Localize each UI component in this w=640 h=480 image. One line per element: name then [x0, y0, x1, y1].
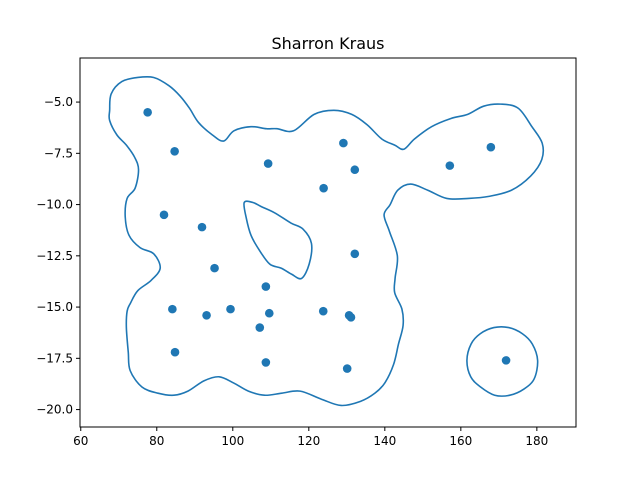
y-axis: −5.0 −7.5 −10.0 −12.5 −15.0 −17.5 −20.0	[36, 95, 80, 417]
data-point	[168, 304, 177, 314]
data-point	[350, 249, 360, 259]
y-tick-label: −15.0	[36, 300, 73, 314]
data-point	[202, 310, 211, 320]
x-tick-label: 60	[73, 434, 88, 448]
y-tick-label: −12.5	[36, 249, 73, 263]
data-point	[210, 263, 219, 273]
data-point	[339, 138, 348, 148]
data-point	[197, 222, 207, 232]
data-point	[318, 306, 328, 316]
data-point	[170, 347, 180, 357]
data-point	[264, 308, 274, 318]
x-tick-label: 120	[297, 434, 320, 448]
y-tick-label: −7.5	[44, 146, 73, 160]
density-contours	[108, 75, 545, 407]
data-point	[159, 210, 169, 220]
density-contour-2	[243, 200, 313, 280]
density-contour-3	[466, 326, 539, 397]
x-tick-label: 140	[373, 434, 396, 448]
x-tick-label: 160	[449, 434, 472, 448]
x-axis: 60 80 100 120 140 160 180	[73, 427, 548, 448]
data-point	[143, 108, 152, 117]
data-point	[255, 323, 265, 332]
x-tick-label: 100	[221, 434, 244, 448]
data-point	[319, 183, 328, 193]
plot-frame	[79, 57, 577, 428]
y-tick-label: −5.0	[44, 95, 73, 109]
data-point	[342, 364, 352, 373]
x-tick-label: 80	[149, 434, 164, 448]
data-point	[350, 165, 360, 175]
y-tick-label: −17.5	[36, 351, 73, 365]
density-contour-1	[108, 75, 545, 407]
data-point	[261, 282, 271, 291]
data-point	[346, 313, 356, 322]
chart-title: Sharron Kraus	[272, 34, 385, 53]
data-point	[486, 142, 496, 152]
data-point	[263, 159, 273, 168]
y-tick-label: −20.0	[36, 403, 73, 417]
data-point	[501, 356, 511, 365]
data-point	[170, 146, 179, 156]
data-point	[226, 304, 235, 314]
data-point	[261, 358, 271, 367]
x-tick-label: 180	[525, 434, 548, 448]
scatter-points	[143, 108, 511, 373]
data-point	[445, 161, 455, 170]
y-tick-label: −10.0	[36, 198, 73, 212]
